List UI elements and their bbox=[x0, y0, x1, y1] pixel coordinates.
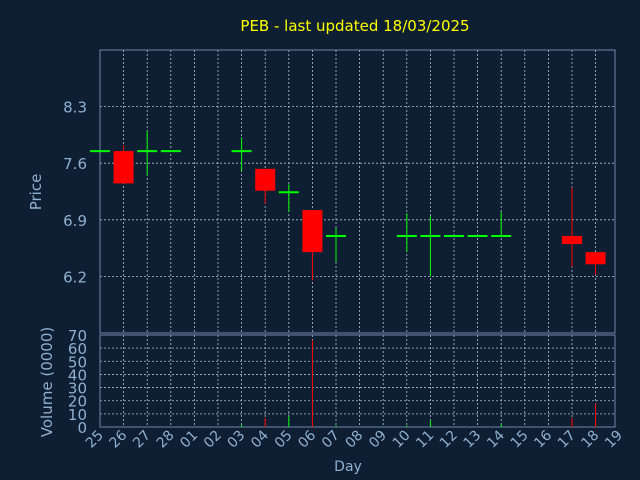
volume-tick-label: 60 bbox=[68, 340, 87, 358]
volume-tick-label: 70 bbox=[68, 327, 87, 345]
candle-06 bbox=[302, 210, 323, 281]
candle-10 bbox=[396, 213, 417, 253]
x-tick-label: 27 bbox=[130, 428, 154, 452]
candle-body bbox=[113, 151, 134, 184]
x-tick-label: 06 bbox=[295, 427, 319, 451]
x-tick-label: 17 bbox=[555, 428, 579, 452]
x-tick-label: 09 bbox=[366, 428, 390, 452]
x-tick-label: 02 bbox=[201, 428, 225, 452]
volume-tick-label: 20 bbox=[68, 393, 87, 411]
candle-26 bbox=[113, 145, 134, 184]
x-tick-label: 19 bbox=[602, 428, 626, 452]
price-axis-label: Price bbox=[27, 174, 45, 211]
price-grid bbox=[100, 50, 615, 333]
x-tick-label: 13 bbox=[461, 428, 485, 452]
x-tick-label: 26 bbox=[107, 427, 131, 451]
candle-18 bbox=[585, 252, 606, 275]
candles bbox=[90, 130, 606, 281]
candle-17 bbox=[562, 187, 582, 267]
candle-body bbox=[302, 210, 323, 253]
x-tick-label: 12 bbox=[437, 428, 461, 452]
x-tick-label: 16 bbox=[531, 427, 555, 451]
x-tick-label: 14 bbox=[484, 427, 508, 451]
x-tick-label: 10 bbox=[390, 428, 414, 452]
price-tick-label: 8.3 bbox=[63, 99, 87, 117]
candle-07 bbox=[326, 227, 346, 262]
candle-14 bbox=[491, 211, 512, 237]
x-tick-label: 11 bbox=[413, 428, 437, 452]
x-tick-label: 03 bbox=[225, 428, 249, 452]
x-tick-label: 28 bbox=[154, 428, 178, 452]
candle-03 bbox=[231, 137, 252, 172]
x-tick-label: 18 bbox=[579, 428, 603, 452]
volume-grid bbox=[100, 335, 615, 427]
candle-body bbox=[585, 252, 606, 265]
x-tick-label: 05 bbox=[272, 428, 296, 452]
candle-04 bbox=[255, 168, 276, 204]
volume-tick-label: 30 bbox=[68, 380, 87, 398]
price-tick-label: 6.9 bbox=[63, 212, 87, 230]
x-tick-label: 07 bbox=[319, 428, 343, 452]
price-plot-frame bbox=[99, 49, 616, 334]
volume-bars bbox=[241, 340, 597, 427]
volume-plot-frame bbox=[99, 334, 616, 428]
candle-body bbox=[255, 168, 276, 191]
x-tick-label: 04 bbox=[248, 427, 272, 451]
volume-tick-label: 10 bbox=[68, 406, 87, 424]
x-tick-label: 01 bbox=[177, 428, 201, 452]
x-tick-label: 08 bbox=[343, 428, 367, 452]
volume-tick-label: 0 bbox=[77, 419, 87, 437]
x-axis-label: Day bbox=[334, 459, 362, 475]
volume-tick-label: 40 bbox=[68, 366, 87, 384]
candle-body bbox=[562, 235, 582, 245]
price-tick-label: 7.6 bbox=[63, 155, 87, 173]
chart-title: PEB - last updated 18/03/2025 bbox=[240, 17, 469, 35]
x-tick-labels: 25 26 27 28 01 02 03 04 05 06 07 08 09 10 11 12 13 14 15 16… bbox=[83, 427, 626, 451]
candle-05 bbox=[278, 184, 299, 212]
price-tick-label: 6.2 bbox=[63, 268, 87, 286]
candle-27 bbox=[137, 130, 158, 176]
candle-11 bbox=[420, 215, 441, 277]
x-tick-label: 15 bbox=[508, 428, 532, 452]
volume-axis-label: Volume (0000) bbox=[38, 327, 56, 437]
price-tick-labels: 8.3 7.6 6.9 6.2 bbox=[63, 99, 87, 287]
volume-tick-label: 50 bbox=[68, 353, 87, 371]
